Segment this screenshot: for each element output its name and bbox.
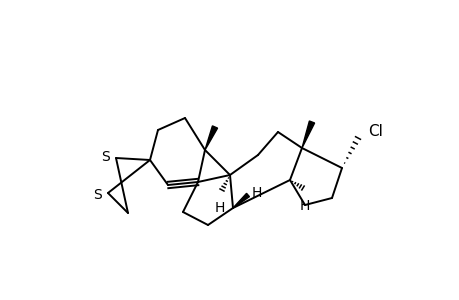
Text: S: S xyxy=(94,188,102,202)
Text: H: H xyxy=(252,186,262,200)
Polygon shape xyxy=(302,121,314,148)
Text: S: S xyxy=(101,150,110,164)
Polygon shape xyxy=(233,193,249,208)
Text: H: H xyxy=(299,199,309,213)
Polygon shape xyxy=(205,126,217,150)
Text: Cl: Cl xyxy=(367,124,382,140)
Text: H: H xyxy=(214,201,225,215)
